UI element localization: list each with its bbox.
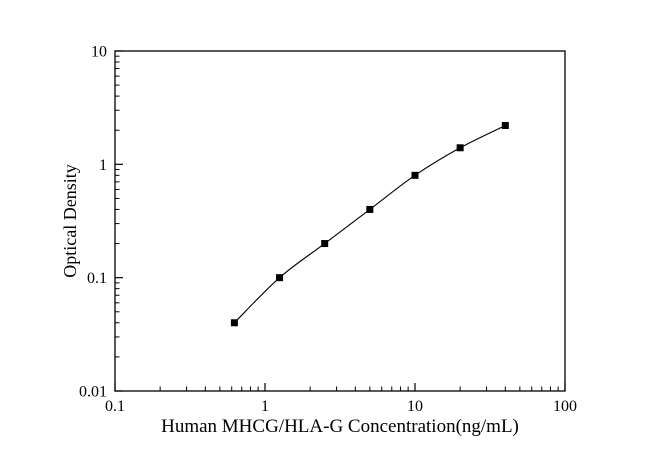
x-tick-label: 1 — [261, 398, 269, 415]
data-point-marker — [411, 171, 419, 179]
y-tick-label: 0.01 — [79, 384, 107, 401]
data-point-marker — [501, 122, 509, 130]
y-tick-label: 10 — [91, 44, 107, 61]
y-axis-title: Optical Density — [60, 164, 80, 277]
x-axis-title: Human MHCG/HLA-G Concentration(ng/mL) — [161, 416, 519, 437]
y-tick-label: 0.1 — [87, 270, 107, 287]
plot-frame — [114, 50, 566, 392]
data-point-marker — [230, 319, 238, 327]
x-tick-label: 100 — [553, 398, 577, 415]
standard-curve-line — [233, 125, 506, 324]
x-tick-label: 10 — [407, 398, 423, 415]
data-point-marker — [366, 205, 374, 213]
data-point-marker — [456, 144, 464, 152]
x-tick-label: 0.1 — [105, 398, 125, 415]
data-point-marker — [276, 274, 284, 282]
data-point-marker — [321, 240, 329, 248]
y-tick-label: 1 — [99, 157, 107, 174]
